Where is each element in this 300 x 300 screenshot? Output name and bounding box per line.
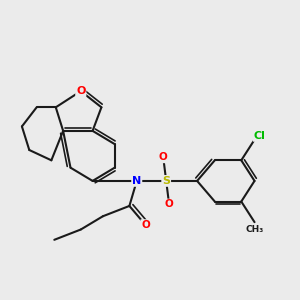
Text: Cl: Cl: [254, 131, 266, 141]
Text: O: O: [76, 86, 86, 96]
Text: S: S: [162, 176, 170, 186]
Text: O: O: [165, 200, 173, 209]
Text: CH₃: CH₃: [245, 225, 264, 234]
Text: N: N: [132, 176, 141, 186]
Text: O: O: [159, 152, 168, 162]
Text: O: O: [141, 220, 150, 230]
